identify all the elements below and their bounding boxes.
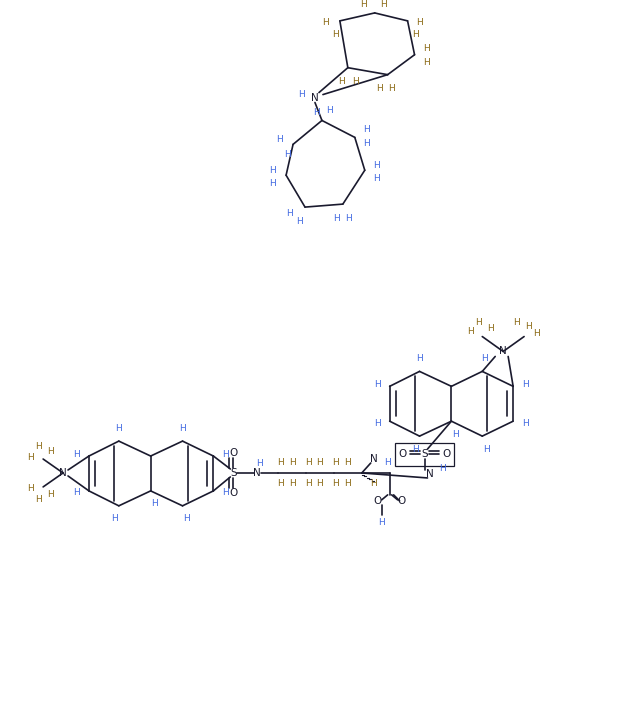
Text: H: H	[269, 166, 276, 175]
Text: H: H	[483, 444, 490, 453]
Text: N: N	[311, 93, 319, 102]
Text: H: H	[416, 354, 423, 363]
Text: H: H	[412, 30, 419, 39]
Text: H: H	[333, 458, 339, 467]
Text: H: H	[305, 458, 312, 467]
Text: H: H	[305, 479, 312, 489]
Text: H: H	[222, 489, 229, 498]
Text: H: H	[289, 479, 296, 489]
Text: H: H	[388, 84, 395, 93]
Text: H: H	[375, 380, 381, 389]
Text: H: H	[439, 465, 446, 473]
Text: H: H	[179, 424, 186, 432]
Text: N: N	[370, 454, 378, 464]
Text: H: H	[370, 479, 377, 489]
Text: H: H	[47, 446, 54, 456]
Text: H: H	[384, 458, 391, 467]
Text: O: O	[397, 496, 406, 506]
Text: H: H	[35, 496, 41, 504]
Text: H: H	[115, 424, 122, 432]
Text: H: H	[284, 150, 291, 159]
Text: H: H	[513, 318, 520, 327]
Text: H: H	[35, 442, 41, 451]
Text: H: H	[363, 139, 370, 148]
Text: N: N	[499, 347, 507, 357]
Text: H: H	[532, 329, 539, 338]
Text: H: H	[183, 515, 190, 523]
Text: H: H	[112, 515, 118, 523]
Text: H: H	[522, 418, 528, 428]
Text: H: H	[380, 1, 387, 9]
Text: O: O	[229, 448, 238, 458]
Text: O: O	[442, 449, 450, 459]
Text: H: H	[334, 213, 340, 223]
Text: H: H	[269, 179, 276, 187]
Text: H: H	[277, 458, 283, 467]
Text: H: H	[313, 108, 320, 117]
Text: O: O	[373, 496, 382, 506]
Text: H: H	[360, 1, 367, 9]
Text: H: H	[375, 418, 381, 428]
Text: H: H	[296, 216, 302, 225]
Text: H: H	[289, 458, 296, 467]
Text: H: H	[333, 30, 339, 39]
Text: H: H	[317, 479, 323, 489]
Text: H: H	[346, 213, 352, 223]
Text: H: H	[423, 58, 430, 67]
Text: N: N	[59, 468, 67, 478]
Text: H: H	[416, 18, 423, 27]
Text: H: H	[524, 322, 531, 331]
Text: H: H	[323, 18, 329, 27]
Text: H: H	[27, 453, 33, 461]
Text: H: H	[378, 518, 385, 527]
Text: H: H	[352, 77, 359, 86]
Text: N: N	[426, 469, 433, 479]
Text: H: H	[222, 449, 229, 458]
Text: H: H	[467, 327, 474, 336]
Text: H: H	[297, 90, 304, 99]
Text: H: H	[333, 479, 339, 489]
Text: H: H	[452, 430, 459, 439]
Text: H: H	[344, 479, 351, 489]
Text: H: H	[423, 44, 430, 53]
Text: O: O	[229, 488, 238, 498]
Text: H: H	[27, 484, 33, 494]
Text: S: S	[421, 449, 428, 459]
Text: O: O	[399, 449, 407, 459]
Text: H: H	[256, 458, 263, 468]
Text: H: H	[276, 135, 283, 144]
Text: H: H	[363, 125, 370, 134]
Text: H: H	[475, 318, 482, 327]
Text: H: H	[277, 479, 283, 489]
Text: H: H	[373, 161, 380, 170]
Text: H: H	[73, 449, 80, 458]
Text: H: H	[522, 380, 528, 389]
Text: H: H	[487, 324, 494, 333]
Text: S: S	[230, 468, 237, 478]
Text: H: H	[376, 84, 383, 93]
Text: H: H	[339, 77, 346, 86]
Text: H: H	[344, 458, 351, 467]
Text: H: H	[73, 489, 80, 498]
Text: H: H	[317, 458, 323, 467]
Text: H: H	[481, 354, 487, 363]
Text: H: H	[286, 208, 292, 218]
Text: N: N	[254, 468, 261, 478]
Text: H: H	[373, 173, 380, 183]
Text: H: H	[326, 106, 333, 115]
Text: H: H	[151, 499, 158, 508]
Text: H: H	[412, 444, 419, 453]
Text: H: H	[47, 491, 54, 499]
